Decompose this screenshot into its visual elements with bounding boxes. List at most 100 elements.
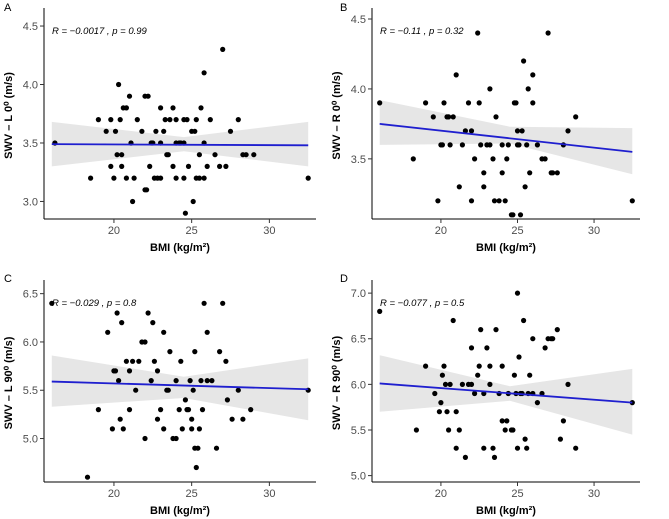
panel-letter: C [4,273,12,285]
x-tick-label: 30 [263,225,275,237]
data-point [476,100,482,106]
data-point [487,381,493,387]
y-axis-title: SWV – R 90⁰ (m/s) [331,336,343,431]
data-point [491,454,498,460]
data-point [465,100,472,106]
panel-b: B 20 25 30 3.5 4.0 4.5 BMI (kg/m²) SWV – R 0⁰ (m… [331,2,640,254]
data-point [505,142,511,148]
data-point [227,128,234,134]
data-point [161,426,167,432]
data-point [521,317,527,324]
data-point [217,349,223,355]
data-point [119,320,125,326]
x-axis-title: BMI (kg/m²) [476,242,536,254]
data-point [217,163,223,169]
data-point [173,117,179,123]
data-point [573,445,579,451]
data-point [441,363,447,369]
data-point [499,142,505,148]
data-point [522,436,528,442]
data-point [438,400,444,406]
data-point [456,184,462,190]
data-point [154,368,161,374]
x-tick-label: 20 [435,488,447,500]
data-point [165,387,171,393]
data-point [170,105,176,111]
data-point [459,381,465,387]
data-point [527,170,533,176]
data-point [453,72,459,78]
data-point [185,163,192,169]
data-point [103,128,109,134]
regression-line [51,380,309,391]
data-point [162,117,168,123]
y-tick-label: 4.5 [351,14,366,26]
data-point [573,114,579,120]
data-point [161,329,167,335]
data-point [189,416,195,422]
data-point [439,372,445,378]
y-axis-title: SWV – L 90⁰ (m/s) [3,336,15,429]
data-point [436,409,442,415]
data-point [176,407,182,413]
data-point [196,426,202,432]
data-point [49,300,55,306]
data-point [224,397,230,403]
data-point [108,163,114,169]
data-point [504,156,510,162]
data-point [187,378,193,384]
data-point [148,378,154,384]
data-point [560,418,567,424]
data-point [430,114,436,120]
data-point [111,175,117,181]
data-point [235,117,241,123]
data-point [201,70,207,76]
data-point [629,198,635,204]
y-tick-label: 6.5 [351,334,366,346]
data-point [130,198,136,205]
data-point [413,427,419,433]
data-point [446,427,452,433]
data-point [423,363,429,369]
data-point [123,105,129,111]
data-point [462,128,468,134]
data-point [468,198,475,204]
y-tick-label: 7.0 [351,288,366,300]
data-point [145,310,151,316]
data-point [198,105,204,111]
data-point [491,198,498,204]
x-tick-label: 30 [263,488,275,500]
data-point [450,317,456,324]
data-point [198,378,204,384]
correlation-annotation: R = −0.0017 , p = 0.99 [52,26,148,37]
data-point [554,170,560,176]
data-point [114,310,120,316]
data-point [196,175,202,181]
panel-a: A 20 25 30 3.0 3.5 4.0 4.5 BMI (kg/m²) SWV – L 0⁰… [3,2,316,254]
y-tick-label: 5.0 [23,434,38,446]
data-point [123,358,129,364]
data-point [513,100,519,106]
data-point [468,345,475,351]
data-point [193,117,199,123]
data-point [190,198,196,205]
data-point [542,345,548,351]
data-point [201,300,207,306]
data-point [199,407,206,413]
data-point [475,30,481,36]
y-tick-label: 4.0 [351,84,366,96]
data-point [490,445,496,451]
correlation-annotation: R = −0.029 , p = 0.8 [52,298,137,309]
data-point [548,336,554,342]
data-point [158,175,164,181]
x-tick-label: 30 [588,488,600,500]
data-point [423,100,429,106]
data-point [453,409,459,415]
data-point [554,327,560,333]
x-tick-label: 25 [186,488,198,500]
data-point [136,358,142,364]
data-point [468,128,475,134]
data-point [123,175,129,181]
data-point [514,128,521,134]
y-tick-label: 3.5 [23,138,38,150]
